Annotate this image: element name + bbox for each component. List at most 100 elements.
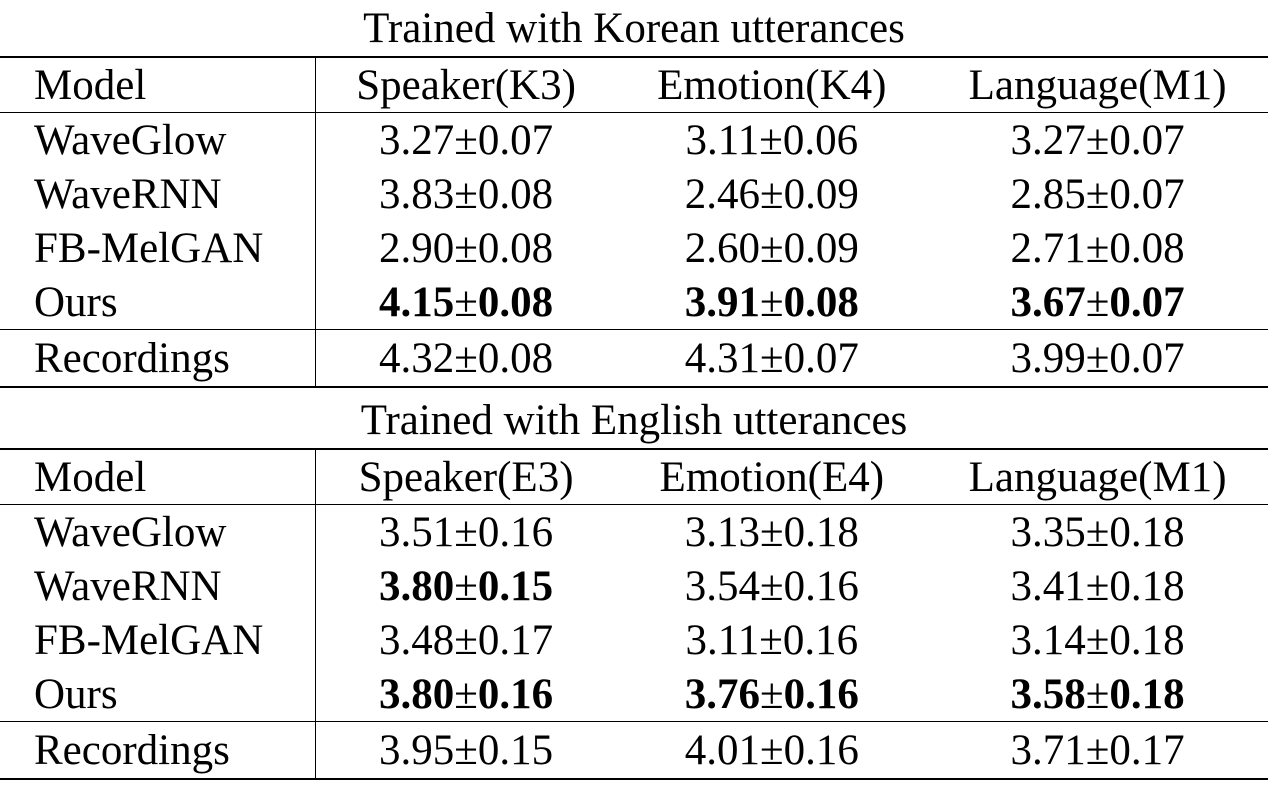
score-mean: 2.85 [1010, 170, 1086, 218]
score-confidence-interval: 0.16 [783, 670, 859, 718]
score-mean: 3.14 [1010, 616, 1086, 664]
score-confidence-interval: 0.07 [1109, 278, 1185, 326]
score-confidence-interval: 0.09 [783, 170, 859, 218]
score-cell: 3.51±0.16 [315, 504, 617, 559]
score-confidence-interval: 0.06 [782, 116, 859, 164]
model-name-cell: Recordings [0, 721, 316, 780]
score-cell: 3.13±0.18 [616, 504, 928, 559]
column-header: Language(M1) [927, 448, 1268, 505]
score-cell: 2.60±0.09 [616, 221, 927, 275]
plus-minus-symbol: ± [759, 116, 783, 164]
column-header-row: Model Speaker(K3) Emotion(K4) Language(M1) [0, 56, 1268, 113]
score-confidence-interval: 0.07 [1109, 170, 1185, 218]
plus-minus-symbol: ± [760, 278, 784, 326]
score-confidence-interval: 0.16 [783, 562, 859, 610]
plus-minus-symbol: ± [454, 562, 478, 610]
plus-minus-symbol: ± [760, 224, 784, 272]
score-cell: 4.32±0.08 [315, 329, 617, 388]
score-mean: 3.58 [1010, 670, 1086, 718]
score-mean: 4.15 [379, 278, 455, 326]
score-cell: 3.80±0.15 [315, 559, 616, 613]
score-confidence-interval: 0.16 [782, 616, 859, 664]
score-mean: 4.32 [379, 334, 455, 382]
plus-minus-symbol: ± [454, 170, 478, 218]
score-confidence-interval: 0.17 [1109, 726, 1185, 774]
column-header: Emotion(K4) [616, 56, 928, 113]
table-row: WaveGlow 3.51±0.16 3.13±0.18 3.35±0.18 [0, 504, 1268, 559]
score-confidence-interval: 0.08 [477, 170, 554, 218]
section-title-row: Trained with Korean utterances [0, 0, 1268, 57]
recordings-row: Recordings 4.32±0.08 4.31±0.07 3.99±0.07 [0, 329, 1268, 388]
score-cell: 3.35±0.18 [927, 504, 1268, 559]
score-mean: 3.99 [1010, 334, 1086, 382]
column-header-row: Model Speaker(E3) Emotion(E4) Language(M1) [0, 448, 1268, 505]
plus-minus-symbol: ± [760, 170, 784, 218]
score-confidence-interval: 0.08 [1109, 224, 1185, 272]
score-cell: 2.46±0.09 [616, 167, 927, 221]
score-cell: 3.67±0.07 [927, 275, 1268, 330]
score-mean: 2.60 [684, 224, 760, 272]
score-confidence-interval: 0.18 [1109, 562, 1185, 610]
recordings-row: Recordings 3.95±0.15 4.01±0.16 3.71±0.17 [0, 721, 1268, 780]
score-mean: 2.46 [684, 170, 760, 218]
score-mean: 3.11 [685, 116, 760, 164]
score-cell: 4.15±0.08 [315, 275, 616, 330]
score-confidence-interval: 0.09 [783, 224, 859, 272]
score-cell: 3.27±0.07 [315, 112, 617, 167]
score-cell: 3.41±0.18 [927, 559, 1268, 613]
score-mean: 3.41 [1010, 562, 1086, 610]
score-mean: 3.76 [684, 670, 760, 718]
score-mean: 3.27 [1010, 116, 1086, 164]
score-confidence-interval: 0.07 [1109, 334, 1185, 382]
plus-minus-symbol: ± [760, 334, 784, 382]
score-mean: 3.51 [379, 508, 455, 556]
score-confidence-interval: 0.15 [477, 562, 554, 610]
plus-minus-symbol: ± [1085, 334, 1110, 382]
plus-minus-symbol: ± [1085, 616, 1110, 664]
column-header: Speaker(E3) [315, 448, 617, 505]
plus-minus-symbol: ± [760, 726, 784, 774]
score-cell: 3.91±0.08 [616, 275, 927, 330]
model-name-cell: Ours [0, 275, 316, 330]
plus-minus-symbol: ± [760, 562, 784, 610]
plus-minus-symbol: ± [454, 726, 478, 774]
score-cell: 3.95±0.15 [315, 721, 617, 780]
model-name-cell: WaveGlow [0, 504, 316, 559]
plus-minus-symbol: ± [1085, 670, 1110, 718]
score-confidence-interval: 0.17 [477, 616, 554, 664]
section-title: Trained with English utterances [360, 397, 908, 444]
score-mean: 3.95 [379, 726, 455, 774]
table-row: FB-MelGAN 3.48±0.17 3.11±0.16 3.14±0.18 [0, 613, 1268, 667]
score-cell: 2.85±0.07 [927, 167, 1268, 221]
score-mean: 3.67 [1010, 278, 1086, 326]
score-mean: 2.71 [1010, 224, 1086, 272]
score-cell: 2.90±0.08 [315, 221, 616, 275]
score-cell: 3.99±0.07 [927, 329, 1268, 388]
model-name-cell: FB-MelGAN [0, 221, 316, 275]
score-confidence-interval: 0.07 [783, 334, 859, 382]
score-mean: 3.35 [1010, 508, 1086, 556]
plus-minus-symbol: ± [760, 508, 784, 556]
column-header: Speaker(K3) [315, 56, 617, 113]
column-header: Model [0, 448, 316, 505]
score-cell: 3.80±0.16 [315, 667, 616, 722]
score-confidence-interval: 0.07 [477, 116, 554, 164]
score-confidence-interval: 0.08 [783, 278, 859, 326]
score-mean: 3.54 [684, 562, 760, 610]
plus-minus-symbol: ± [454, 334, 478, 382]
plus-minus-symbol: ± [1085, 508, 1110, 556]
score-confidence-interval: 0.08 [477, 224, 554, 272]
score-confidence-interval: 0.16 [477, 508, 554, 556]
score-confidence-interval: 0.16 [783, 726, 859, 774]
column-header: Emotion(E4) [616, 448, 928, 505]
model-name-cell: FB-MelGAN [0, 613, 316, 667]
score-cell: 3.14±0.18 [927, 613, 1268, 667]
plus-minus-symbol: ± [760, 670, 784, 718]
plus-minus-symbol: ± [454, 508, 478, 556]
table-row: Ours 4.15±0.08 3.91±0.08 3.67±0.07 [0, 275, 1268, 330]
score-cell: 3.48±0.17 [315, 613, 616, 667]
score-confidence-interval: 0.16 [477, 670, 554, 718]
model-name-cell: WaveGlow [0, 112, 316, 167]
